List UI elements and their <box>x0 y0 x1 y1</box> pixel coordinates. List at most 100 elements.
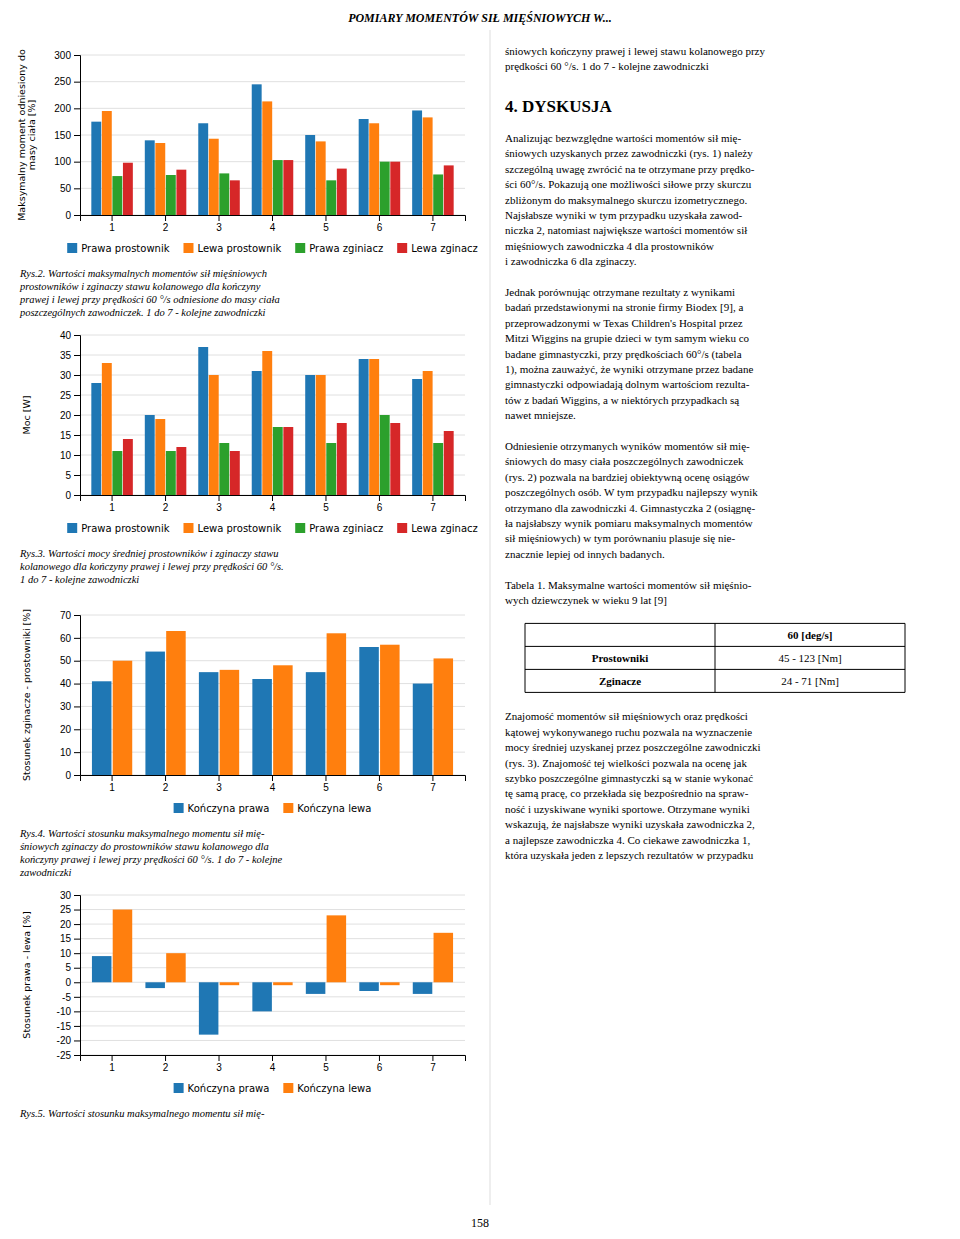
y-tick-mark <box>74 684 80 685</box>
bar <box>166 631 186 775</box>
legend-label: Kończyna lewa <box>297 803 371 814</box>
x-tick-label: 2 <box>163 222 169 233</box>
bars <box>91 347 453 495</box>
y-tick-label: 300 <box>54 50 71 61</box>
bars <box>92 631 453 775</box>
y-tick: 15 <box>60 430 80 441</box>
x-tick: 7 <box>430 1055 436 1073</box>
y-tick-label: 0 <box>65 490 71 501</box>
chart: 0102030405060701234567Stosunek zginacze … <box>19 609 466 878</box>
bar <box>369 359 379 495</box>
legend-item: Prawa zginiacz <box>295 523 383 534</box>
y-tick-label: 10 <box>60 747 72 758</box>
y-tick-mark <box>74 55 80 56</box>
x-tick: 1 <box>109 495 115 513</box>
y-tick: -15 <box>57 1021 80 1032</box>
grid <box>80 895 465 1055</box>
bar <box>283 160 293 215</box>
legend-swatch <box>67 523 77 533</box>
bar <box>166 175 176 215</box>
grid-line <box>80 909 465 910</box>
y-tick-label: 15 <box>60 933 72 944</box>
legend: Prawa prostownikLewa prostownikPrawa zgi… <box>67 243 478 254</box>
bar <box>102 111 112 215</box>
legend-swatch <box>67 243 77 253</box>
y-tick: 30 <box>60 890 80 901</box>
grid-line <box>80 895 465 896</box>
legend-swatch <box>183 243 193 253</box>
grid-line <box>80 683 465 684</box>
text-line: szczególną uwagę zwrócić na te otrzymane… <box>505 163 755 175</box>
y-tick-mark <box>74 924 80 925</box>
grid-line <box>80 161 465 162</box>
bar <box>423 117 433 215</box>
legend: Prawa prostownikLewa prostownikPrawa zgi… <box>67 523 478 534</box>
x-tick-label: 7 <box>430 782 436 793</box>
grid-line <box>80 475 465 476</box>
y-tick-mark <box>74 968 80 969</box>
y-tick: 50 <box>60 183 80 194</box>
y-tick-label: 0 <box>65 977 71 988</box>
bar <box>145 652 165 775</box>
y-tick-mark <box>74 375 80 376</box>
legend-item: Kończyna lewa <box>283 803 371 814</box>
y-tick-mark <box>74 638 80 639</box>
y-tick: 0 <box>65 770 80 781</box>
legend-item: Kończyna prawa <box>174 803 270 814</box>
y-tick-mark <box>74 752 80 753</box>
y-tick: 25 <box>60 904 80 915</box>
y-tick: 0 <box>65 490 80 501</box>
bar <box>198 347 208 495</box>
table-cell: Prostowniki <box>592 652 649 664</box>
text-line: śniowych do masy ciała poszczególnych za… <box>505 455 744 467</box>
y-tick: 20 <box>60 724 80 735</box>
table-cell: 45 - 123 [Nm] <box>778 652 841 664</box>
y-tick: 70 <box>60 610 80 621</box>
bar <box>91 122 101 215</box>
x-tick-mark <box>165 215 166 221</box>
legend: Kończyna prawaKończyna lewa <box>174 1083 372 1094</box>
grid-line <box>80 395 465 396</box>
bar <box>262 101 272 215</box>
page-title: POMIARY MOMENTÓW SIŁ MIĘŚNIOWYCH W... <box>348 11 612 25</box>
x-tick-label: 2 <box>163 502 169 513</box>
y-tick-mark <box>74 415 80 416</box>
x-tick-label: 6 <box>377 1062 383 1073</box>
legend-item: Kończyna lewa <box>283 1083 371 1094</box>
y-tick-mark <box>74 135 80 136</box>
x-tick-label: 3 <box>216 222 222 233</box>
x-tick: 1 <box>109 215 115 233</box>
x-tick: 3 <box>216 495 222 513</box>
x-tick: 1 <box>109 1055 115 1073</box>
bar <box>252 84 262 215</box>
x-tick-label: 6 <box>377 502 383 513</box>
chart: 0501001502002503001234567Maksymalny mome… <box>16 49 478 318</box>
x-tick: 2 <box>163 775 169 793</box>
bar <box>155 143 165 215</box>
x-tick-mark <box>432 495 433 501</box>
y-axis: 0510152025303540 <box>60 330 81 501</box>
legend-swatch <box>397 523 407 533</box>
bar <box>327 915 347 982</box>
y-tick-label: 0 <box>65 770 71 781</box>
bar <box>305 375 315 495</box>
x-tick-mark <box>379 215 380 221</box>
grid-line <box>80 355 465 356</box>
y-tick-mark <box>74 495 80 496</box>
grid-line <box>80 615 465 616</box>
bar <box>155 419 165 495</box>
y-tick: 250 <box>54 76 80 87</box>
bar <box>113 661 133 775</box>
legend-item: Lewa prostownik <box>183 243 281 254</box>
bar <box>434 933 454 982</box>
x-tick-label: 4 <box>270 502 276 513</box>
bar <box>273 427 283 495</box>
table-cell: 24 - 71 [Nm] <box>781 675 839 687</box>
x-tick: 5 <box>323 1055 329 1073</box>
table: 60 [deg/s]Prostowniki45 - 123 [Nm]Zginac… <box>525 623 905 692</box>
bar <box>209 375 219 495</box>
text-line: tę samą pracę, co przekłada się bezpośre… <box>505 787 749 799</box>
bar <box>273 160 283 215</box>
y-tick-label: 70 <box>60 610 72 621</box>
y-tick-mark <box>74 775 80 776</box>
